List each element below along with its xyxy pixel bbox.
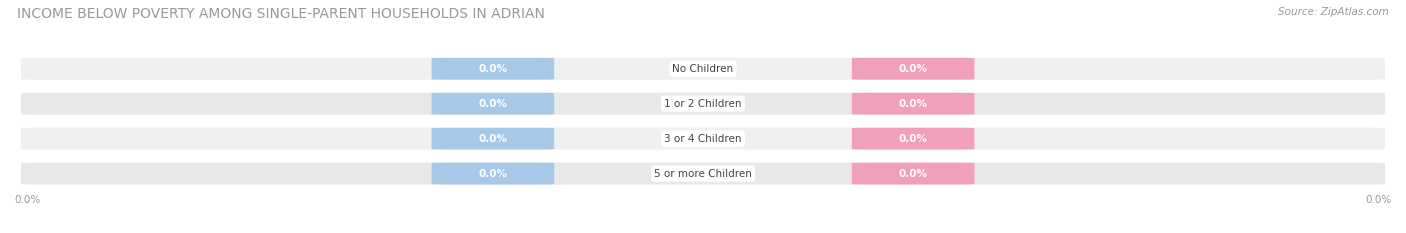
FancyBboxPatch shape (432, 93, 554, 115)
FancyBboxPatch shape (852, 163, 974, 185)
Text: 0.0%: 0.0% (14, 195, 41, 205)
FancyBboxPatch shape (852, 58, 974, 80)
FancyBboxPatch shape (21, 128, 1385, 150)
Text: INCOME BELOW POVERTY AMONG SINGLE-PARENT HOUSEHOLDS IN ADRIAN: INCOME BELOW POVERTY AMONG SINGLE-PARENT… (17, 7, 544, 21)
Text: 0.0%: 0.0% (898, 169, 928, 178)
Text: Source: ZipAtlas.com: Source: ZipAtlas.com (1278, 7, 1389, 17)
Text: 5 or more Children: 5 or more Children (654, 169, 752, 178)
Text: 0.0%: 0.0% (1365, 195, 1392, 205)
Text: 0.0%: 0.0% (478, 99, 508, 109)
FancyBboxPatch shape (21, 163, 1385, 185)
Text: 0.0%: 0.0% (478, 64, 508, 74)
Text: No Children: No Children (672, 64, 734, 74)
Text: 0.0%: 0.0% (898, 99, 928, 109)
FancyBboxPatch shape (432, 58, 554, 80)
FancyBboxPatch shape (852, 128, 974, 150)
FancyBboxPatch shape (21, 93, 1385, 115)
Text: 0.0%: 0.0% (898, 134, 928, 144)
Text: 3 or 4 Children: 3 or 4 Children (664, 134, 742, 144)
Text: 0.0%: 0.0% (478, 134, 508, 144)
FancyBboxPatch shape (852, 93, 974, 115)
Text: 1 or 2 Children: 1 or 2 Children (664, 99, 742, 109)
FancyBboxPatch shape (21, 58, 1385, 80)
FancyBboxPatch shape (432, 163, 554, 185)
Text: 0.0%: 0.0% (478, 169, 508, 178)
Text: 0.0%: 0.0% (898, 64, 928, 74)
FancyBboxPatch shape (432, 128, 554, 150)
